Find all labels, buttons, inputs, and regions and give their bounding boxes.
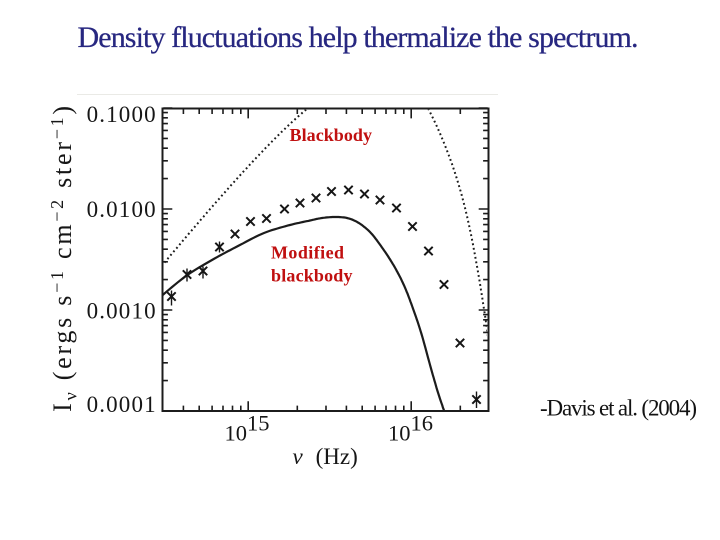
svg-text:0.1000: 0.1000 — [87, 102, 156, 127]
svg-text:Density fluctuations help ther: Density fluctuations help thermalize the… — [78, 21, 639, 54]
svg-text:Blackbody: Blackbody — [290, 125, 373, 145]
svg-text:-Davis et al. (2004): -Davis et al. (2004) — [540, 396, 697, 421]
svg-text:Modified: Modified — [271, 242, 344, 262]
svg-text:0.0100: 0.0100 — [87, 197, 156, 222]
svg-text:blackbody: blackbody — [271, 265, 353, 285]
svg-text:0.0010: 0.0010 — [87, 299, 156, 324]
svg-text:ν(Hz): ν (Hz) — [293, 444, 358, 469]
svg-text:Iν (ergs s−1 cm−2 ster−1): Iν (ergs s−1 cm−2 ster−1) — [47, 103, 81, 412]
svg-text:0.0001: 0.0001 — [87, 392, 156, 417]
